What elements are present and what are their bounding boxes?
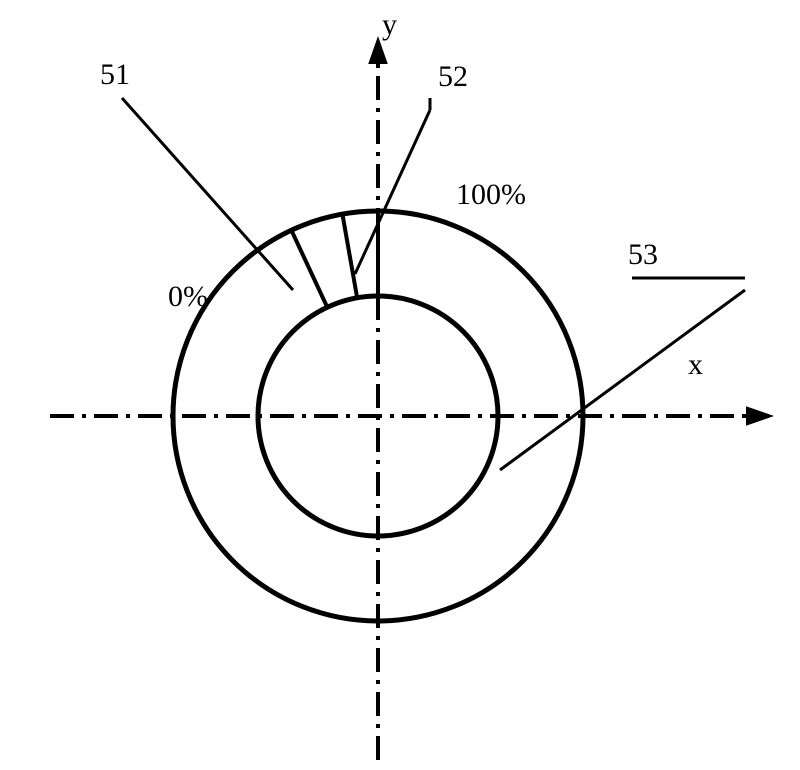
gap-end-label: 100%	[456, 178, 526, 212]
diagram-svg	[0, 0, 800, 770]
callout-52-seg-1	[355, 110, 430, 274]
axis-y-label: y	[382, 8, 397, 42]
radial-marker-0	[291, 230, 327, 307]
callout-51-seg-0	[122, 98, 293, 290]
diagram-stage: y x 0% 100% 51 52 53	[0, 0, 800, 770]
gap-start-label: 0%	[168, 280, 208, 314]
callout-53-seg-2	[500, 290, 745, 470]
axis-x-label: x	[688, 348, 703, 382]
radial-marker-1	[342, 214, 357, 298]
x-axis-arrow	[746, 406, 774, 426]
callout-52-label: 52	[438, 60, 468, 94]
callout-53-label: 53	[628, 238, 658, 272]
callout-51-label: 51	[100, 58, 130, 92]
